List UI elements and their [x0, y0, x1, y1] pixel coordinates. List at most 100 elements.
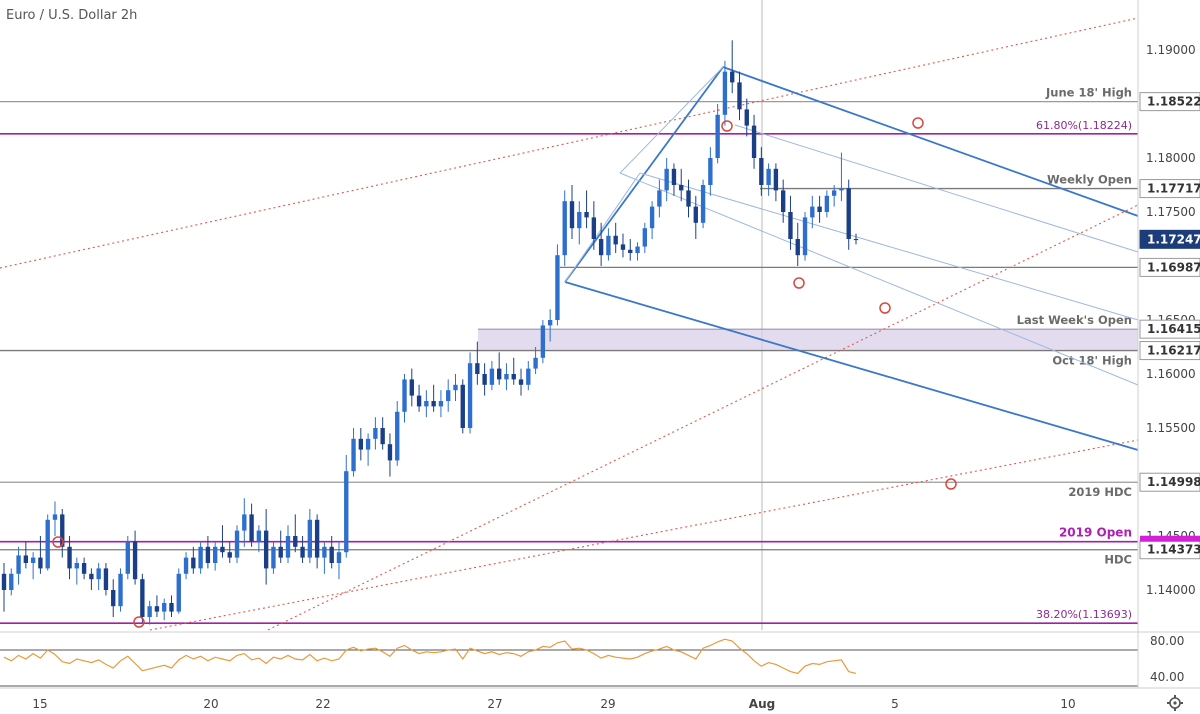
candle-body	[482, 374, 487, 385]
candle-body	[730, 71, 735, 83]
candle-body	[271, 546, 276, 569]
candle-body	[220, 546, 225, 553]
candle-body	[671, 168, 677, 185]
candle-body	[686, 190, 691, 207]
candle-body	[125, 541, 130, 574]
candle-body	[103, 568, 109, 590]
price-tag-label: 1.14373	[1147, 543, 1200, 557]
price-tick-label: 1.16000	[1146, 367, 1196, 381]
candle-body	[431, 401, 436, 407]
candle-body	[395, 411, 400, 461]
candle-body	[547, 320, 553, 326]
pitchfork-inner-line	[639, 172, 1139, 321]
candle-body	[1, 573, 7, 590]
candle-body	[358, 438, 364, 450]
candle-body	[649, 206, 655, 229]
candle-body	[373, 428, 378, 439]
pitchfork-inner-line	[619, 172, 1139, 386]
level-label: 2019 HDC	[1068, 485, 1132, 499]
candle-body	[402, 379, 407, 412]
time-tick-label: 10	[1060, 697, 1075, 711]
candle-body	[67, 546, 72, 569]
candle-body	[475, 363, 480, 374]
candle-body	[715, 114, 720, 158]
candle-body	[30, 557, 36, 563]
candle-body	[162, 602, 167, 612]
price-tag-label: 1.17247	[1147, 232, 1200, 246]
candle-body	[460, 384, 465, 428]
candle-body	[322, 546, 327, 558]
candle-body	[60, 514, 65, 547]
candle-body	[853, 239, 859, 241]
candle-body	[751, 125, 757, 158]
candle-body	[511, 374, 516, 380]
pitchfork-outer-line	[722, 66, 1139, 217]
price-tag-box	[1139, 229, 1200, 249]
pitchfork-inner-line	[734, 124, 1139, 253]
pivot-marker	[133, 616, 145, 628]
candle-body	[198, 546, 203, 569]
price-tick-label: 1.14000	[1146, 583, 1196, 597]
candle-body	[642, 228, 648, 247]
candle-body	[679, 185, 684, 191]
candle-body	[817, 206, 822, 212]
candle-body	[147, 606, 152, 617]
pitchfork-inner-line	[564, 172, 641, 283]
time-tick-label: 27	[487, 697, 502, 711]
price-tag-box	[1139, 257, 1200, 277]
pivot-marker	[879, 302, 891, 314]
zone-layer	[478, 329, 1138, 351]
rsi-tick-label: 40.00	[1150, 670, 1184, 684]
candle-body	[118, 573, 123, 607]
time-tick-label: 22	[315, 697, 330, 711]
price-tag-label: 1.17717	[1147, 182, 1200, 196]
candle-body	[9, 573, 14, 590]
candle-body	[307, 519, 313, 558]
trendline-dotted	[267, 204, 1139, 631]
candle-body	[365, 438, 371, 450]
level-label: HDC	[1104, 553, 1132, 567]
level-label: 61.80%(1.18224)	[1036, 119, 1132, 132]
candle-body	[453, 384, 458, 391]
candle-body	[183, 557, 189, 574]
candle-body	[205, 546, 211, 563]
price-tick-label: 1.17500	[1146, 205, 1196, 219]
candle-body	[766, 168, 771, 185]
candle-body	[81, 563, 87, 574]
candle-body	[52, 514, 58, 520]
candle-body	[285, 536, 291, 558]
pitchfork-outer-line	[564, 281, 1139, 451]
candle-body	[780, 190, 786, 212]
rsi-line	[3, 638, 857, 675]
candle-body	[598, 239, 604, 256]
candle-body	[191, 557, 196, 569]
price-tag-box	[1139, 319, 1200, 339]
level-label: June 18' High	[1045, 86, 1132, 100]
level-label: Weekly Open	[1047, 173, 1132, 187]
candle-body	[242, 514, 247, 531]
price-tick-label: 1.19000	[1146, 43, 1196, 57]
candle-body	[555, 255, 560, 320]
candle-body	[89, 573, 94, 580]
candle-body	[176, 573, 181, 612]
candle-body	[810, 206, 815, 218]
candle-body	[533, 357, 538, 369]
time-tick-label: Aug	[749, 697, 775, 711]
pivot-marker	[945, 478, 957, 490]
time-tick-label: 5	[891, 697, 899, 711]
candle-body	[496, 368, 502, 380]
pivot-marker	[793, 277, 805, 289]
pivot-marker	[52, 536, 64, 548]
candle-body	[584, 212, 589, 218]
candle-body	[606, 235, 611, 256]
price-tag-box	[1139, 341, 1200, 361]
candle-body	[23, 555, 29, 563]
candle-body	[154, 606, 160, 612]
price-tag-label: 1.18522	[1147, 95, 1200, 109]
gear-icon[interactable]	[1167, 695, 1183, 711]
candle-body	[562, 201, 567, 256]
level-label: Last Week's Open	[1017, 313, 1132, 327]
candle-body	[278, 546, 283, 558]
